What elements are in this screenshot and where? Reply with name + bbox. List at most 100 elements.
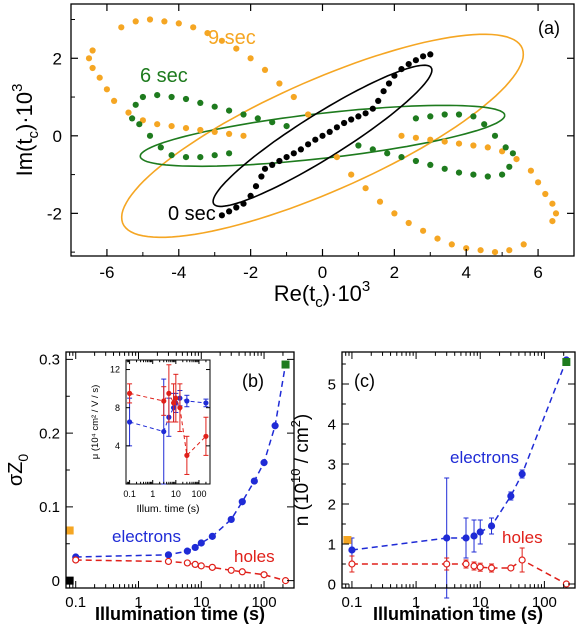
- data-point-9sec-25: [261, 66, 269, 73]
- data-point-electrons-6: [507, 492, 515, 500]
- series-line-holes: [351, 559, 567, 585]
- data-point-6sec-40: [427, 113, 434, 120]
- data-point-electrons-7: [238, 498, 246, 506]
- data-point-6sec-14: [197, 99, 204, 106]
- data-point-9sec-46: [491, 249, 499, 256]
- fit-ellipse-6sec: [139, 104, 506, 168]
- data-point-6sec-38: [455, 111, 463, 118]
- data-point-9sec-17: [146, 16, 154, 23]
- panel-c: 0.1 1 10 100 0 1 2 3 4 5 (c) electrons holes Illu…: [288, 351, 576, 624]
- x-tick-label--2: -2: [243, 263, 258, 282]
- x-tick-label-10: 10: [193, 594, 210, 611]
- x-tick-label-100: 100: [252, 594, 277, 611]
- data-point-holes-3: [170, 400, 177, 406]
- data-point-9sec-5: [111, 97, 118, 104]
- data-point-holes-2: [166, 390, 172, 396]
- panel-a-xlabel: Re(tc)·103: [274, 278, 371, 311]
- data-point-9sec-21: [204, 29, 211, 37]
- data-point-9sec-30: [552, 210, 560, 217]
- data-point-6sec-31: [499, 171, 506, 178]
- x-tick-label-6: 6: [533, 263, 542, 282]
- data-point-9sec-32: [542, 190, 549, 198]
- data-point-holes-5: [208, 563, 216, 571]
- data-point-0sec-14: [312, 136, 319, 143]
- data-point-electrons-2: [183, 547, 191, 555]
- inset-ylabel: μ (10⁴ cm² / V / s): [90, 385, 101, 459]
- y-tick-label-2: 2: [53, 49, 62, 68]
- data-point-9sec-54: [376, 198, 384, 205]
- data-point-electrons-0: [348, 546, 356, 554]
- panel-c-ylabel: n (1010 / cm2): [288, 414, 313, 527]
- data-point-9sec-52: [405, 219, 412, 227]
- data-point-holes-4: [476, 563, 484, 571]
- panel-c-label: (c): [354, 371, 375, 391]
- data-point-9sec-40: [441, 138, 448, 145]
- data-point-electrons-9: [260, 459, 268, 467]
- data-point-6sec-28: [455, 169, 463, 176]
- data-point-6sec-13: [182, 95, 190, 103]
- data-point-9sec-1: [85, 55, 93, 62]
- data-point-6sec-30: [484, 173, 491, 180]
- data-point-holes-3: [191, 560, 199, 569]
- data-point-6sec-12: [168, 93, 175, 101]
- data-point-0sec-23: [375, 97, 382, 104]
- data-point-9sec-28: [305, 111, 312, 118]
- panel-c-holes-label: holes: [502, 528, 543, 547]
- data-point-holes-6: [507, 564, 515, 572]
- data-point-0sec-1: [226, 208, 233, 215]
- panel-c-frame: [341, 351, 576, 589]
- data-point-holes-0: [126, 390, 133, 396]
- data-point-6sec-29: [470, 171, 477, 178]
- panel-a-ylabel: Im(tc)·103: [9, 84, 42, 177]
- data-point-6sec-1: [136, 121, 143, 128]
- data-point-6sec-25: [412, 157, 419, 165]
- data-point-9sec-49: [448, 241, 455, 248]
- fit-ellipse-9sec: [120, 33, 525, 239]
- x-tick-label-10: 10: [171, 489, 181, 499]
- data-point-6sec-33: [509, 150, 516, 157]
- data-point-9sec-8: [154, 121, 161, 128]
- data-point-electrons-6: [184, 398, 190, 404]
- data-point-electrons-3: [191, 543, 199, 552]
- data-point-9sec-19: [175, 20, 182, 27]
- data-point-9sec-18: [161, 18, 168, 25]
- data-point-holes-1: [164, 557, 173, 566]
- reference-point-0: [65, 526, 74, 535]
- data-point-6sec-36: [481, 121, 488, 128]
- data-point-6sec-7: [211, 152, 218, 159]
- data-point-6sec-5: [182, 154, 190, 161]
- x-tick-label-1: 1: [150, 489, 155, 499]
- data-point-0sec-21: [362, 110, 369, 117]
- data-point-6sec-3: [157, 144, 164, 151]
- data-point-holes-6: [184, 452, 190, 458]
- x-tick-label--4: -4: [171, 263, 186, 282]
- data-point-9sec-34: [527, 167, 535, 174]
- x-tick-label-0: 0: [318, 263, 327, 282]
- series-label-9sec: 9 sec: [208, 27, 256, 49]
- data-point-0sec-8: [269, 161, 276, 168]
- data-point-holes-0: [72, 556, 80, 564]
- data-point-6sec-24: [398, 154, 405, 161]
- y-tick-label-0: 0: [52, 573, 60, 590]
- panel-c-ticks: 0.1 1 10 100 0 1 2 3 4 5: [328, 352, 576, 611]
- data-point-0sec-4: [247, 192, 254, 199]
- fit-ellipse-0sec: [212, 64, 433, 208]
- data-point-0sec-10: [283, 154, 290, 161]
- x-tick-label-0.1: 0.1: [342, 594, 363, 611]
- x-tick-label-2: 2: [390, 263, 399, 282]
- y-tick-label-0: 0: [328, 576, 336, 593]
- data-point-6sec-18: [254, 115, 261, 122]
- data-point-9sec-27: [290, 93, 297, 101]
- series-label-0sec: 0 sec: [168, 203, 216, 225]
- series-label-6sec: 6 sec: [140, 65, 188, 87]
- data-point-9sec-47: [477, 247, 484, 254]
- data-point-6sec-4: [168, 152, 175, 159]
- data-point-9sec-37: [484, 144, 491, 151]
- y-tick-label--2: -2: [47, 204, 62, 223]
- data-point-electrons-5: [208, 532, 216, 540]
- data-point-6sec-19: [269, 119, 276, 126]
- data-point-0sec-6: [258, 173, 265, 180]
- reference-point-1: [562, 358, 571, 366]
- data-point-holes-8: [260, 571, 268, 579]
